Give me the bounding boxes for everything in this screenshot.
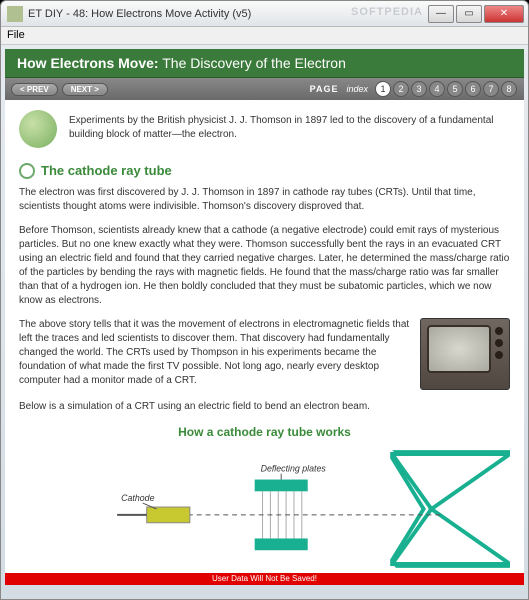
- section-title-text: The cathode ray tube: [41, 162, 172, 180]
- app-window: ET DIY - 48: How Electrons Move Activity…: [0, 0, 529, 600]
- prev-button[interactable]: < PREV: [11, 83, 58, 96]
- paragraph-3: The above story tells that it was the mo…: [19, 318, 410, 390]
- next-button[interactable]: NEXT >: [62, 83, 108, 96]
- page-num-7[interactable]: 7: [483, 81, 499, 97]
- deflecting-label: Deflecting plates: [261, 464, 327, 474]
- crt-diagram[interactable]: Deflecting plates Cathode: [19, 449, 510, 569]
- page-num-3[interactable]: 3: [411, 81, 427, 97]
- page-numbers: 12345678: [374, 81, 518, 97]
- page-num-6[interactable]: 6: [465, 81, 481, 97]
- header-bold: How Electrons Move:: [17, 55, 159, 71]
- menu-file[interactable]: File: [7, 29, 25, 41]
- close-button[interactable]: ✕: [484, 5, 524, 23]
- maximize-button[interactable]: ▭: [456, 5, 482, 23]
- tv-knobs: [495, 327, 505, 359]
- paragraph-1: The electron was first discovered by J. …: [19, 186, 510, 214]
- globe-icon: [19, 110, 57, 148]
- tv-screen: [427, 325, 491, 373]
- titlebar[interactable]: ET DIY - 48: How Electrons Move Activity…: [1, 1, 528, 27]
- diagram-title: How a cathode ray tube works: [19, 424, 510, 441]
- nav-bar: < PREV NEXT > PAGE index 12345678: [5, 78, 524, 100]
- status-bar: User Data Will Not Be Saved!: [5, 573, 524, 585]
- app-icon: [7, 6, 23, 22]
- intro-block: Experiments by the British physicist J. …: [19, 110, 510, 148]
- header-rest: The Discovery of the Electron: [159, 55, 346, 71]
- content-area: How Electrons Move: The Discovery of the…: [5, 49, 524, 585]
- paragraph-2: Before Thomson, scientists already knew …: [19, 224, 510, 308]
- menubar: File: [1, 27, 528, 45]
- page-num-8[interactable]: 8: [501, 81, 517, 97]
- page-num-2[interactable]: 2: [393, 81, 409, 97]
- window-controls: — ▭ ✕: [428, 5, 524, 23]
- minimize-button[interactable]: —: [428, 5, 454, 23]
- watermark: SOFTPEDIA: [351, 6, 423, 18]
- tv-image: [420, 318, 510, 390]
- page-num-1[interactable]: 1: [375, 81, 391, 97]
- cathode-label: Cathode: [121, 493, 154, 503]
- page-label: PAGE: [310, 84, 339, 94]
- page-num-5[interactable]: 5: [447, 81, 463, 97]
- section-title: The cathode ray tube: [19, 162, 510, 180]
- tv-block: The above story tells that it was the mo…: [19, 318, 510, 390]
- intro-text: Experiments by the British physicist J. …: [69, 110, 510, 142]
- page-num-4[interactable]: 4: [429, 81, 445, 97]
- page-header: How Electrons Move: The Discovery of the…: [5, 49, 524, 78]
- paragraph-4: Below is a simulation of a CRT using an …: [19, 400, 510, 414]
- index-label[interactable]: index: [346, 84, 368, 94]
- page-body: Experiments by the British physicist J. …: [5, 100, 524, 579]
